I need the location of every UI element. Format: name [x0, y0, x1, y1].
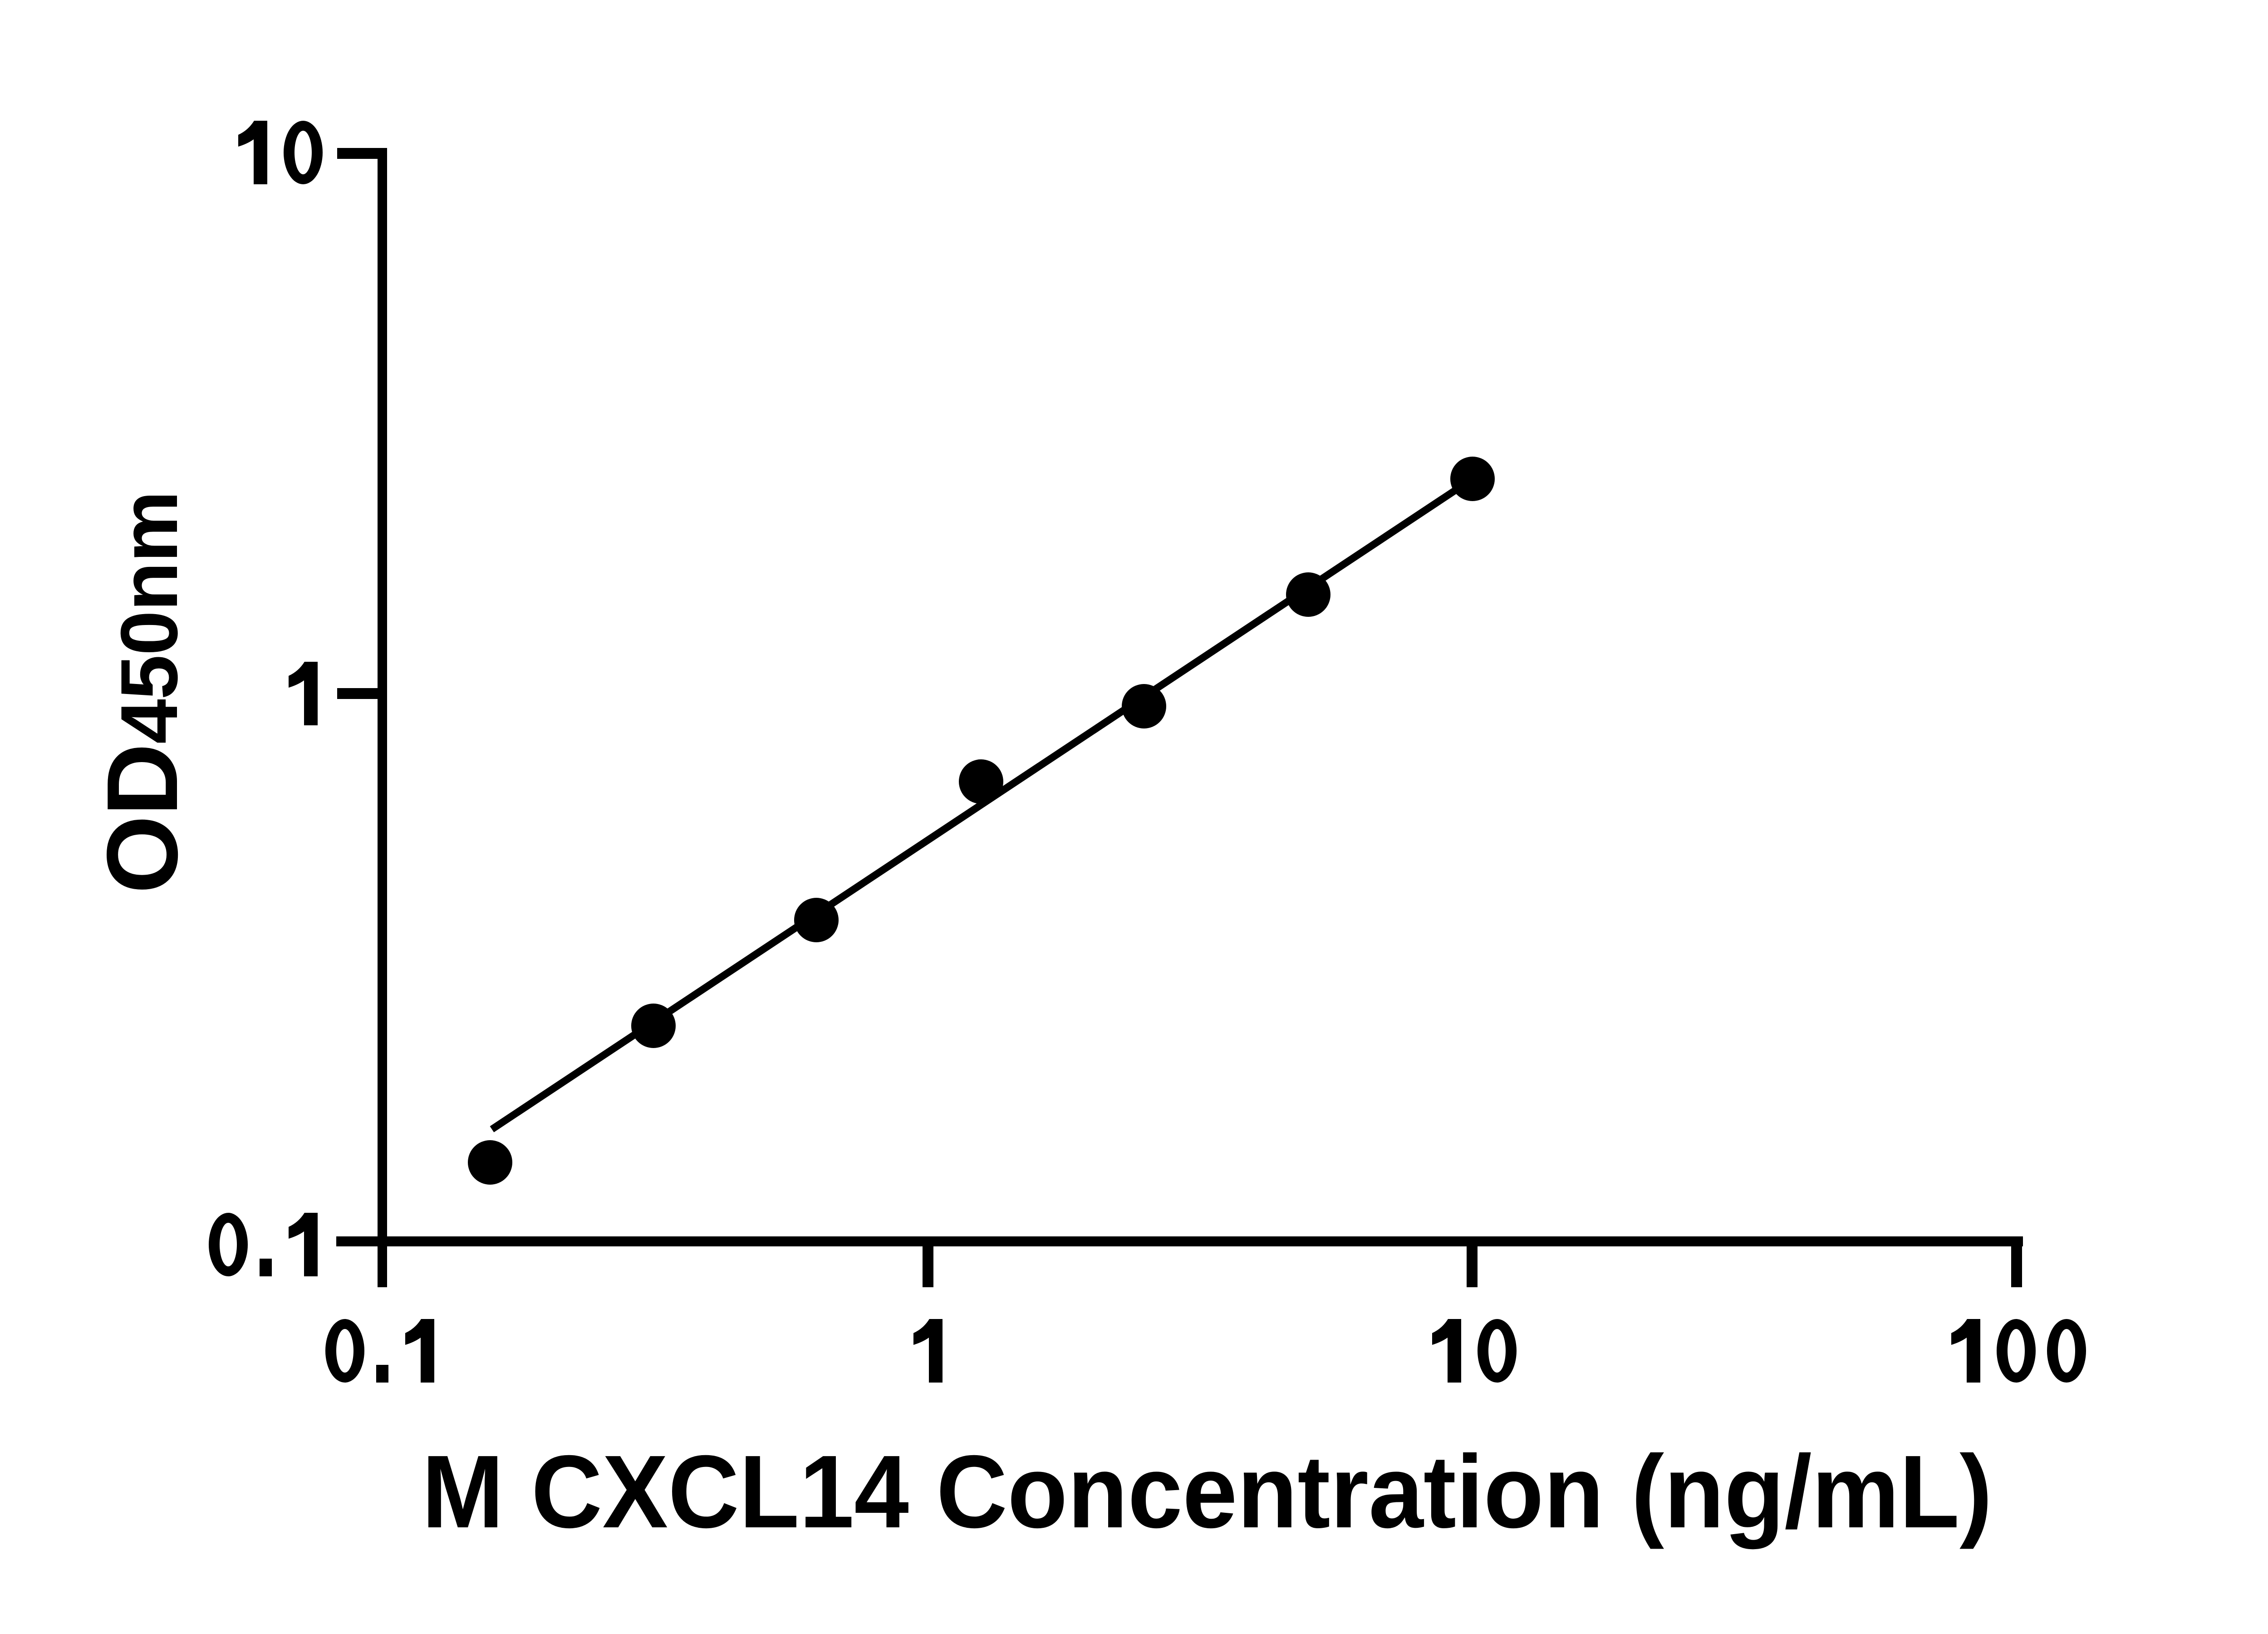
svg-text:M CXCL14 Concentration (ng/mL): M CXCL14 Concentration (ng/mL) [422, 1434, 1993, 1550]
svg-text:OD450nm: OD450nm [86, 492, 199, 894]
